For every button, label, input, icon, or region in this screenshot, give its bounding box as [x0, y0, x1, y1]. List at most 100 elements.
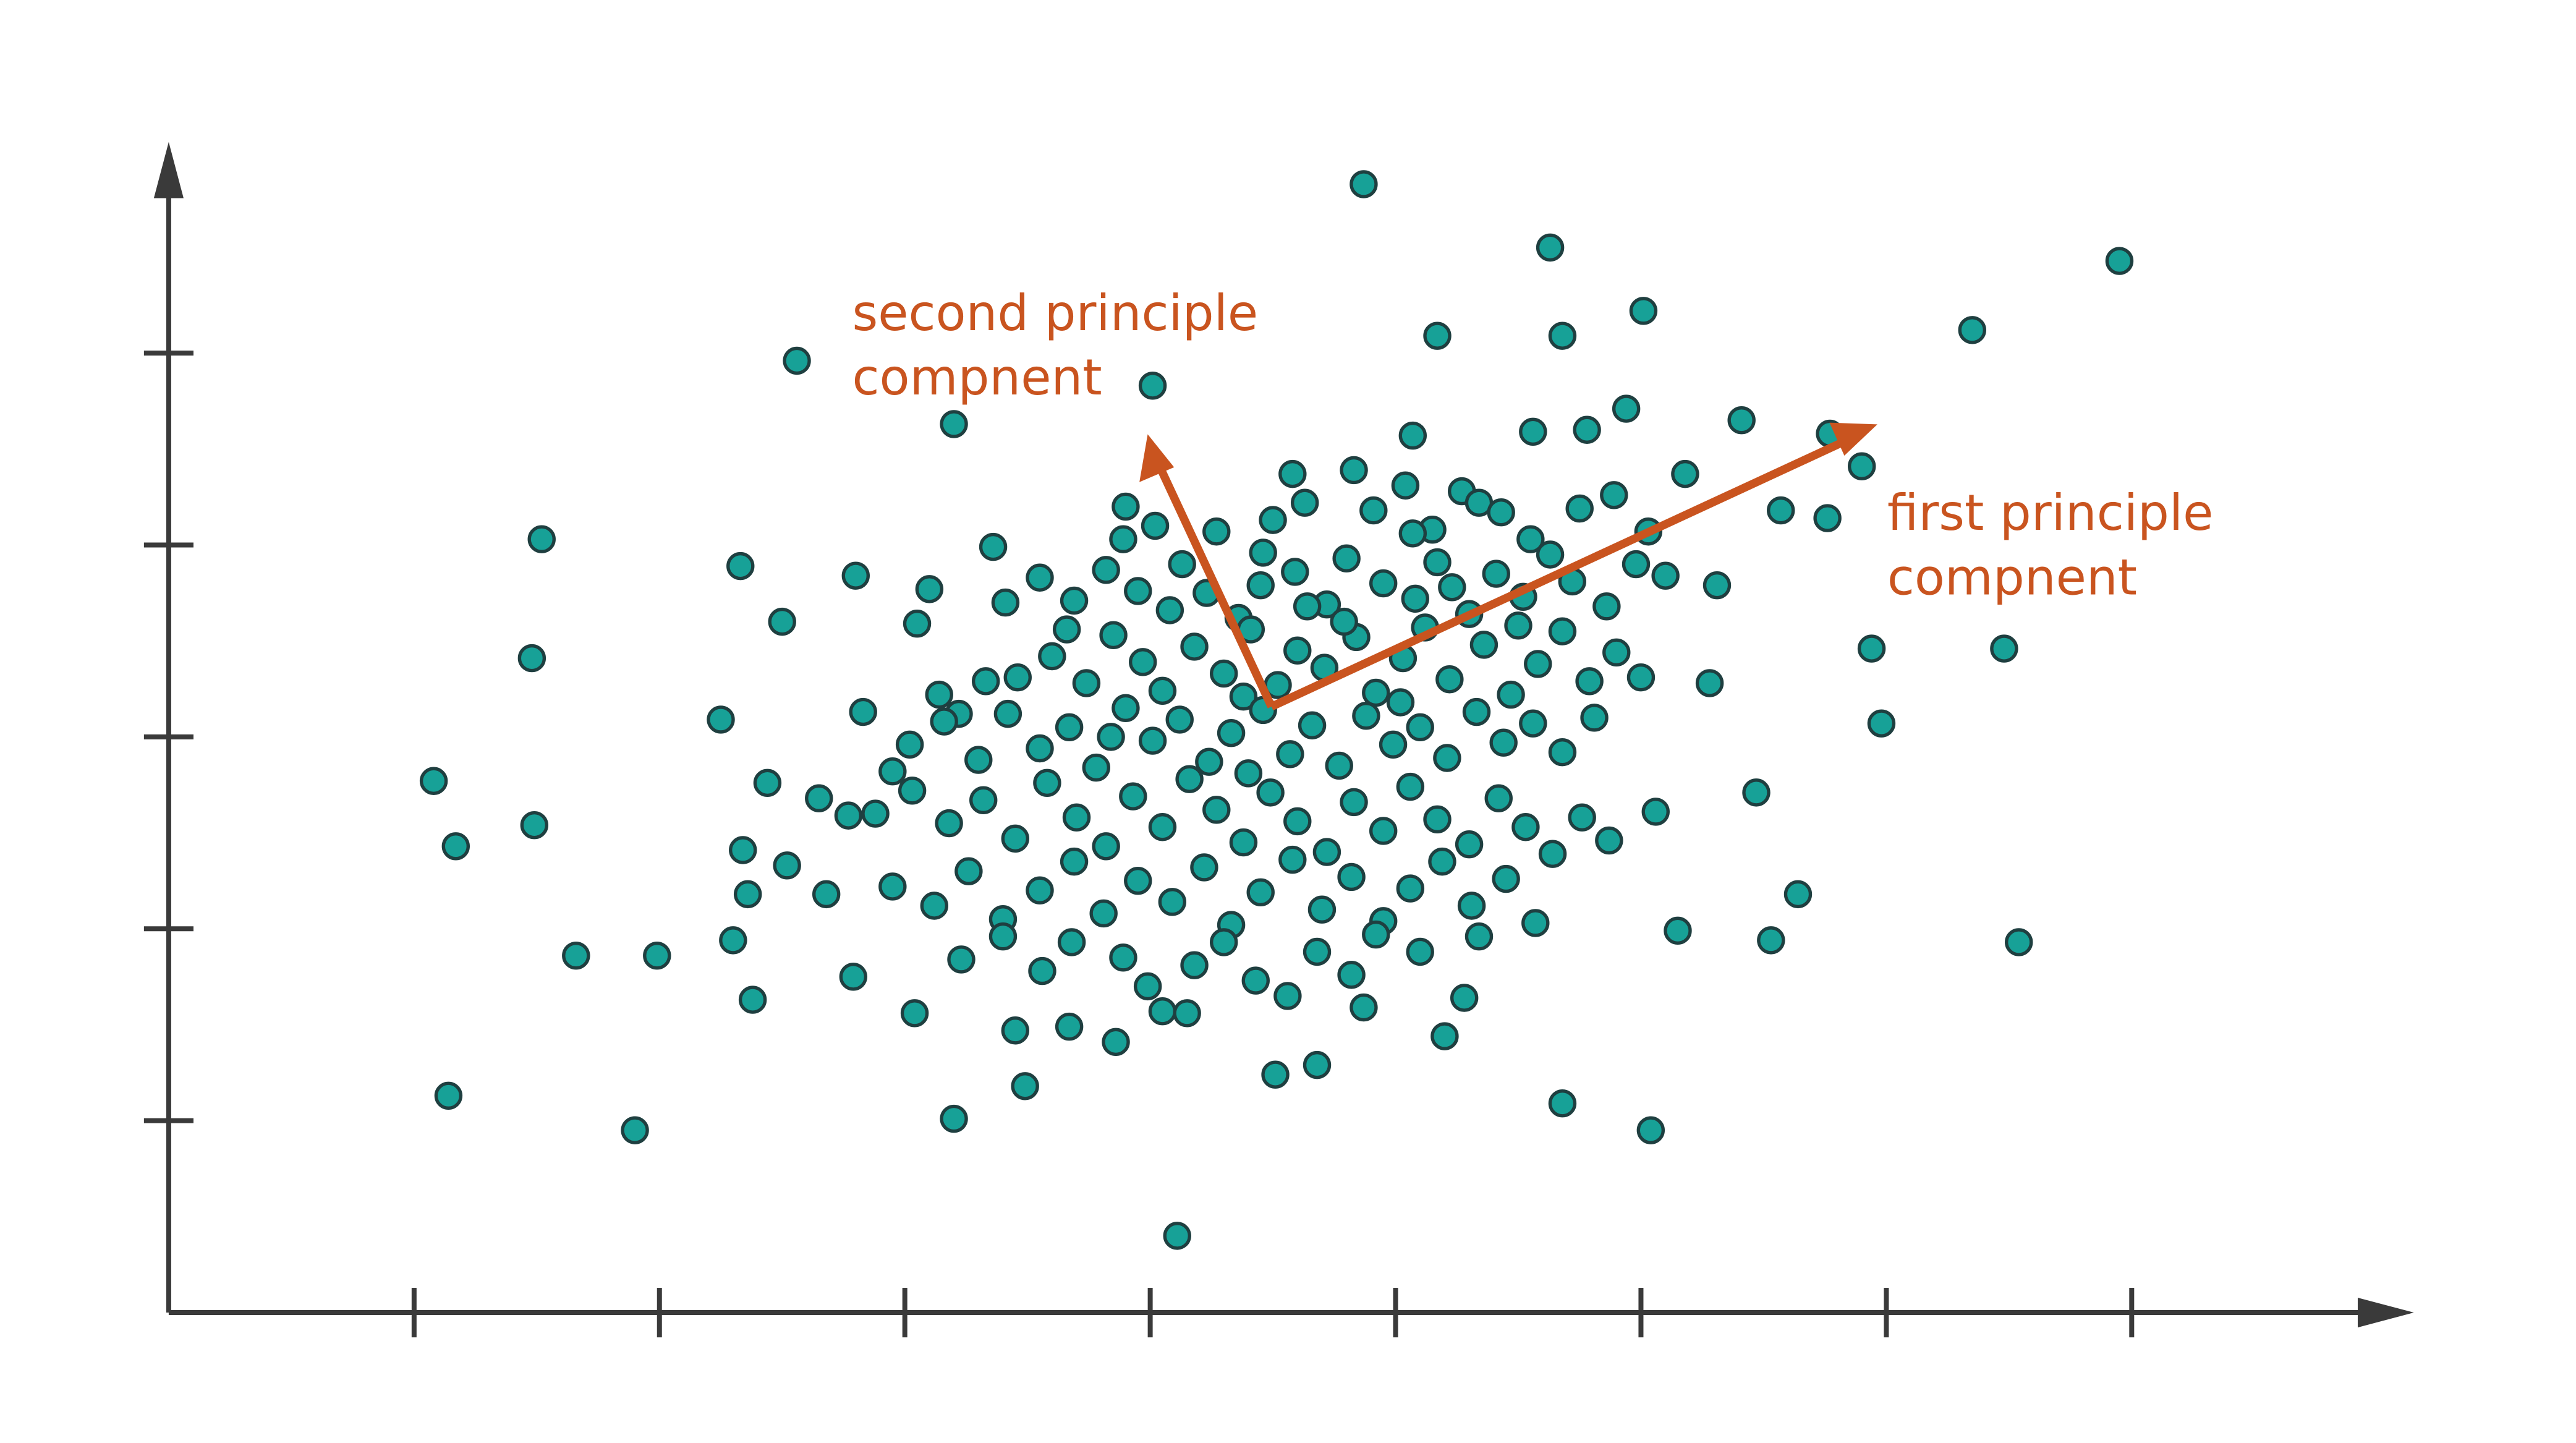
data-point [1249, 538, 1277, 567]
data-point [979, 532, 1008, 561]
data-point [1406, 713, 1434, 742]
data-point [419, 767, 448, 795]
data-point [1340, 456, 1368, 485]
data-point [1602, 638, 1631, 666]
data-point [930, 707, 958, 736]
data-point [1209, 659, 1238, 688]
data-point [1060, 586, 1089, 615]
data-point [1163, 1222, 1191, 1250]
data-point [1462, 697, 1491, 726]
data-point [1148, 676, 1177, 705]
data-point [1307, 895, 1337, 924]
data-point [1438, 573, 1466, 602]
data-point [1423, 805, 1452, 834]
data-point [1352, 702, 1380, 730]
data-point [1568, 803, 1596, 832]
data-point [1060, 847, 1089, 876]
data-point [1350, 170, 1378, 198]
data-point [812, 880, 841, 909]
data-point [1259, 506, 1287, 534]
data-point [441, 832, 470, 861]
data-point [1626, 663, 1656, 692]
data-point [1158, 888, 1187, 916]
data-point [1112, 492, 1140, 521]
data-point [1168, 550, 1196, 579]
data-point [1595, 826, 1623, 855]
data-point [1202, 796, 1231, 824]
data-point [1524, 650, 1552, 678]
data-point [954, 857, 983, 885]
data-point [940, 1104, 968, 1133]
data-point [1148, 997, 1177, 1026]
data-point [861, 799, 890, 828]
data-point [726, 551, 755, 581]
data-point [878, 757, 907, 786]
data-point [1276, 740, 1304, 768]
data-point [878, 872, 907, 901]
data-point [1398, 421, 1427, 450]
data-point [1492, 864, 1520, 893]
data-point [1435, 665, 1464, 694]
data-point [1622, 550, 1651, 579]
data-point [1592, 592, 1621, 621]
data-point [971, 667, 1000, 696]
data-point [1003, 663, 1032, 692]
data-point [1575, 667, 1604, 696]
data-point [1173, 999, 1201, 1028]
data-point [517, 644, 546, 673]
data-point [1813, 504, 1842, 532]
data-point [1011, 1072, 1039, 1100]
data-point [527, 525, 556, 553]
data-point [1469, 631, 1498, 659]
data-point [1519, 417, 1547, 446]
data-point [1303, 937, 1332, 966]
data-point [1092, 832, 1120, 861]
data-point [1867, 709, 1896, 738]
data-point [1278, 845, 1307, 874]
data-point [1548, 1089, 1577, 1118]
data-point [993, 699, 1022, 728]
data-point [1124, 866, 1152, 895]
data-point [1742, 778, 1770, 807]
data-point [1406, 937, 1434, 966]
data-point [1450, 984, 1479, 1012]
data-point [920, 892, 949, 920]
data-point [1423, 548, 1452, 577]
data-point [1536, 233, 1565, 262]
arrow-head [1139, 434, 1175, 482]
data-point [947, 945, 976, 974]
data-point [1273, 982, 1302, 1010]
data-point [1497, 680, 1525, 709]
data-point [1325, 751, 1353, 780]
data-point [1229, 828, 1258, 857]
component-arrows [1139, 422, 1877, 711]
data-point [1175, 765, 1204, 793]
data-point [1857, 634, 1886, 663]
data-point [1109, 943, 1137, 972]
arrow-head [1829, 422, 1877, 456]
data-point [1430, 1022, 1459, 1050]
data-point [1298, 711, 1327, 739]
points [419, 170, 2134, 1250]
data-point [1487, 498, 1515, 527]
data-point [1847, 452, 1876, 480]
data-point [1033, 768, 1061, 798]
data-point [520, 811, 549, 840]
data-point [1538, 840, 1567, 868]
data-point [1057, 928, 1086, 956]
data-point [1217, 718, 1246, 747]
data-point [1757, 926, 1785, 955]
data-point [1155, 596, 1184, 624]
data-point [1038, 642, 1066, 671]
data-point [1278, 459, 1307, 488]
data-point [1379, 730, 1408, 759]
data-point [434, 1081, 463, 1110]
data-point [1337, 961, 1366, 989]
data-point [643, 942, 671, 970]
data-point [1138, 726, 1167, 755]
data-point [1359, 496, 1388, 525]
data-point [1664, 916, 1692, 945]
data-point [1519, 709, 1547, 738]
data-point [1195, 747, 1223, 776]
data-point [1702, 571, 1732, 600]
